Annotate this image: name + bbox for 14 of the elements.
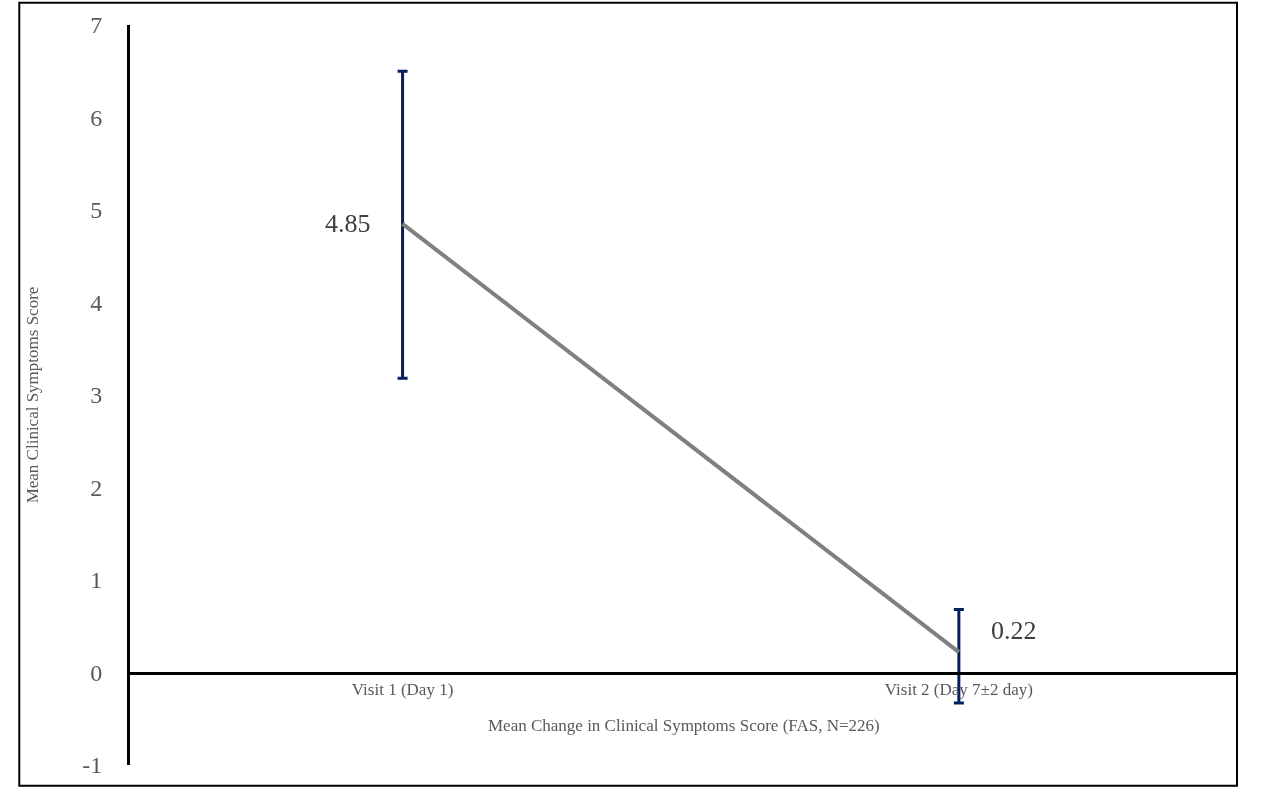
x-tick-label: Visit 1 (Day 1) <box>351 679 454 699</box>
y-tick-label: 6 <box>90 104 103 131</box>
y-tick-label: 7 <box>90 12 103 39</box>
data-label: 4.85 <box>325 209 371 238</box>
y-tick-label: 0 <box>90 659 103 686</box>
y-tick-label: 1 <box>90 567 103 594</box>
y-tick-label: 5 <box>90 197 103 224</box>
y-axis-title: Mean Clinical Symptoms Score <box>22 286 42 504</box>
data-label: 0.22 <box>991 616 1037 645</box>
y-tick-label: 4 <box>90 289 103 316</box>
y-tick-label: 3 <box>90 382 103 409</box>
y-tick-label: -1 <box>82 752 103 779</box>
x-axis-title: Mean Change in Clinical Symptoms Score (FAS, N=226) <box>488 716 880 735</box>
y-tick-label: 2 <box>90 474 103 501</box>
